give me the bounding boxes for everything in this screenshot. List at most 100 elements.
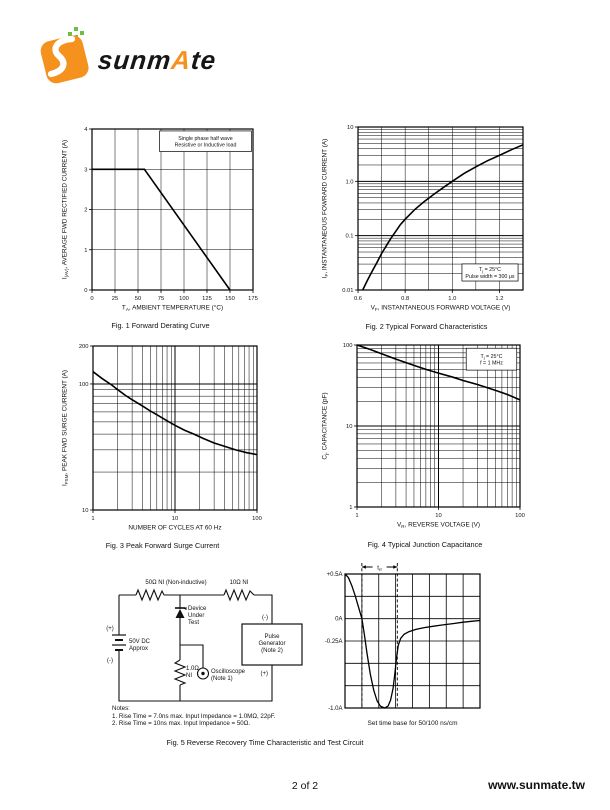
svg-text:-0.25A: -0.25A	[325, 639, 343, 645]
r2-label: 10Ω NI	[230, 580, 249, 586]
fig1-caption: Fig. 1 Forward Derating Curve	[111, 321, 210, 330]
svg-text:100: 100	[252, 516, 262, 522]
oscilloscope-label-2: (Note 1)	[211, 676, 233, 682]
svg-text:0: 0	[90, 296, 93, 302]
r3-label-1: 1.0Ω	[186, 666, 199, 672]
svg-text:2: 2	[84, 208, 87, 214]
figure-2: 0.6 0.8 1.0 1.2 0.01 0.1 1.0 10 Tj = 25°C Pulse w…	[318, 117, 535, 331]
figure-1: 0 25 50 75 100 125 150 175 0 1 2 3 4 Single phase hal…	[58, 118, 263, 330]
fig4-caption: Fig. 4 Typical Junction Capacitance	[367, 540, 483, 549]
svg-text:Cj, CAPACITANCE (pF): Cj, CAPACITANCE (pF)	[322, 392, 330, 459]
svg-text:Single phase half wave: Single phase half wave	[178, 136, 233, 142]
svg-text:3: 3	[84, 167, 87, 173]
figure-3: 1 10 100 10 100 200 NUMBER OF CYCLES AT 60 Hz I…	[58, 334, 267, 550]
svg-text:25: 25	[112, 296, 118, 302]
battery-plus-label: (+)	[106, 626, 114, 632]
figure-4: 1 10 100 1 10 100 Tj = 25°C f = 1 MHz VR, REVERS…	[318, 334, 532, 549]
svg-text:175: 175	[248, 296, 258, 302]
figure-5-waveform: +0.5A 0A -0.25A -1.0A trr Set time base for …	[320, 556, 505, 727]
svg-text:10: 10	[347, 125, 353, 131]
svg-text:100: 100	[343, 343, 353, 349]
svg-text:IF, INSTANTANEOUS FOWRARD CURR: IF, INSTANTANEOUS FOWRARD CURRENT (A)	[322, 139, 330, 279]
svg-text:75: 75	[158, 296, 164, 302]
svg-text:f = 1 MHz: f = 1 MHz	[480, 361, 503, 367]
pulse-generator-label-2: Generator	[258, 641, 285, 647]
logo: sunmAte	[34, 25, 284, 87]
battery-minus-label: (-)	[107, 658, 113, 664]
svg-text:10: 10	[435, 513, 441, 519]
svg-text:0.01: 0.01	[342, 288, 353, 294]
r3-label-2: NI	[186, 673, 192, 679]
waveform-caption: Set time base for 50/100 ns/cm	[367, 720, 458, 727]
svg-text:1.0: 1.0	[345, 179, 353, 185]
fig5-caption: Fig. 5 Reverse Recovery Time Characteris…	[166, 738, 364, 747]
svg-text:0.1: 0.1	[345, 234, 353, 240]
svg-text:125: 125	[202, 296, 212, 302]
logo-text-post: te	[189, 45, 218, 75]
oscilloscope-label-1: Oscilloscope	[211, 669, 246, 675]
svg-text:100: 100	[515, 513, 525, 519]
svg-text:100: 100	[179, 296, 189, 302]
fig1-forward-derating-chart: 0 25 50 75 100 125 150 175 0 1 2 3 4 Single phase hal…	[62, 127, 258, 313]
note-1: 1. Rise Time = 7.0ns max. Input Impedanc…	[112, 712, 276, 720]
svg-text:trr: trr	[377, 565, 382, 573]
reverse-recovery-waveform-chart: +0.5A 0A -0.25A -1.0A trr	[325, 562, 481, 712]
svg-text:0.8: 0.8	[401, 296, 409, 302]
pulse-generator-plus-label: (+)	[261, 671, 269, 677]
battery-label-1: 50V DC	[129, 639, 151, 645]
footer-page-number: 2 of 2	[291, 780, 319, 792]
fig3-caption: Fig. 3 Peak Forward Surge Current	[105, 541, 220, 550]
svg-text:TA, AMBIENT TEMPERATURE (°C): TA, AMBIENT TEMPERATURE (°C)	[122, 304, 223, 313]
dut-label-1: Device	[188, 606, 207, 612]
svg-text:Tj = 25°C: Tj = 25°C	[480, 354, 502, 360]
dut-label-2: Under	[188, 613, 204, 619]
svg-text:IFSM, PEAK FWD SURGE CURRENT (: IFSM, PEAK FWD SURGE CURRENT (A)	[62, 370, 70, 486]
svg-text:100: 100	[79, 382, 89, 388]
svg-text:10: 10	[172, 516, 178, 522]
svg-text:Tj = 25°C: Tj = 25°C	[479, 267, 501, 273]
fig2-caption: Fig. 2 Typical Forward Characteristics	[365, 322, 488, 331]
r1-label: 50Ω NI (Non-inductive)	[145, 580, 206, 586]
svg-text:0.6: 0.6	[354, 296, 362, 302]
svg-text:VF, INSTANTANEOUS FORWARD VOLT: VF, INSTANTANEOUS FORWARD VOLTAGE (V)	[371, 305, 511, 313]
svg-text:1: 1	[349, 505, 352, 511]
note-2: 2. Rise Time = 10ns max. Input Impedance…	[112, 720, 251, 728]
svg-text:Resistive or Inductive load: Resistive or Inductive load	[175, 143, 237, 149]
fig4-junction-capacitance-chart: 1 10 100 1 10 100 Tj = 25°Cf = 1 MHz VR, REVERS…	[322, 343, 525, 530]
battery-label-2: Approx	[129, 646, 148, 652]
svg-text:NUMBER OF CYCLES AT 60 Hz: NUMBER OF CYCLES AT 60 Hz	[128, 525, 221, 532]
notes-heading: Notes:	[112, 705, 130, 712]
svg-text:+0.5A: +0.5A	[327, 572, 343, 578]
logo-icon	[40, 27, 89, 84]
fig5-notes: Notes: 1. Rise Time = 7.0ns max. Input I…	[112, 705, 276, 728]
svg-text:1: 1	[91, 516, 94, 522]
svg-text:4: 4	[84, 127, 88, 133]
svg-text:200: 200	[79, 344, 89, 350]
footer-url: www.sunmate.tw	[488, 778, 585, 792]
svg-text:1.0: 1.0	[448, 296, 456, 302]
svg-text:1.2: 1.2	[495, 296, 503, 302]
logo-text-pre: sunm	[96, 45, 173, 75]
svg-text:150: 150	[225, 296, 235, 302]
svg-text:10: 10	[346, 424, 352, 430]
logo-wordmark: sunmAte	[96, 45, 218, 76]
pulse-generator-label-1: Pulse	[264, 634, 280, 640]
svg-text:0A: 0A	[335, 617, 342, 623]
svg-text:I(AV), AVERAGE FWD RECTIFIED C: I(AV), AVERAGE FWD RECTIFIED CURRENT (A)	[62, 140, 70, 279]
pulse-generator-label-3: (Note 2)	[261, 648, 283, 654]
svg-text:1: 1	[84, 248, 87, 254]
test-circuit-diagram: (+) (-) 50V DC Approx 50Ω NI (Non-induct…	[106, 580, 303, 702]
svg-text:10: 10	[82, 508, 88, 514]
svg-text:-1.0A: -1.0A	[328, 706, 342, 712]
svg-text:VR, REVERSE VOLTAGE (V): VR, REVERSE VOLTAGE (V)	[397, 522, 480, 530]
figure-5-circuit: (+) (-) 50V DC Approx 50Ω NI (Non-induct…	[90, 556, 325, 711]
svg-text:1: 1	[355, 513, 358, 519]
svg-text:50: 50	[135, 296, 141, 302]
svg-text:0: 0	[84, 288, 87, 294]
dut-label-3: Test	[188, 620, 199, 626]
svg-text:Pulse width = 300 μs: Pulse width = 300 μs	[465, 274, 514, 280]
pulse-generator-minus-label: (-)	[262, 615, 268, 621]
